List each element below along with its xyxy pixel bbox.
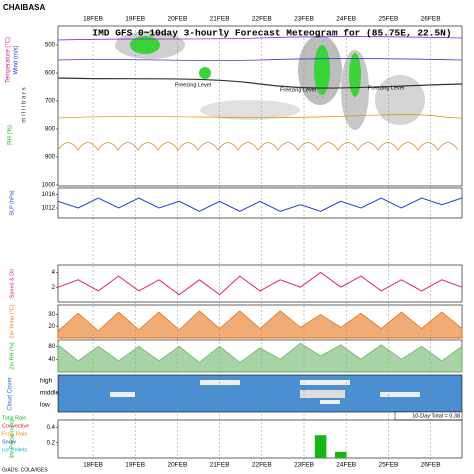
station-name: CHAIBASA	[3, 3, 45, 12]
panel-label: 2m Temp (°C)	[9, 304, 15, 338]
freezing-label: Freezing Level	[280, 87, 316, 93]
date-label: 21FEB	[210, 16, 230, 23]
panel-frame	[57, 419, 463, 459]
panel-label: 3hr Precip (mm)	[9, 419, 15, 459]
y-tick-label: 900	[45, 155, 56, 161]
y-tick-label: 40	[48, 357, 55, 363]
date-label: 24FEB	[336, 16, 356, 23]
y-tick-label: 30	[48, 312, 55, 318]
bar	[335, 451, 347, 458]
cloud-row: middle	[40, 390, 60, 397]
date-label: 25FEB	[378, 16, 398, 23]
wind-label: Wind (m/s)	[14, 46, 20, 75]
date-label: 18FEB	[83, 462, 103, 469]
y-tick-label: 800	[45, 127, 56, 133]
y-tick-label: 600	[45, 71, 56, 77]
cloud-row: high	[40, 378, 53, 385]
credit: GrADS: COLA/IGES	[2, 467, 48, 473]
date-label: 22FEB	[252, 16, 272, 23]
date-label: 20FEB	[167, 462, 187, 469]
pressure-label: m i l l i b a r s	[22, 87, 28, 122]
y-tick-label: 1000	[42, 183, 56, 189]
panel-label: Speed & Dir	[9, 269, 15, 299]
y-tick-label: 4	[52, 270, 56, 276]
rh-label: RH (%)	[8, 125, 14, 145]
legend-entry: Frzg. Rain	[2, 431, 27, 437]
date-label: 19FEB	[125, 16, 145, 23]
date-label: 23FEB	[294, 16, 314, 23]
y-tick-label: 1016	[42, 192, 56, 198]
legend-entry: Ice Pellets	[2, 447, 28, 453]
date-label: 26FEB	[421, 16, 441, 23]
freezing-label: Freezing Level	[175, 82, 211, 88]
line	[57, 197, 463, 212]
y-tick-label: 1012	[42, 206, 56, 212]
y-tick-label: 0.4	[47, 425, 56, 431]
date-label: 18FEB	[83, 16, 103, 23]
cloud-row: low	[40, 402, 50, 409]
temperature-label: Temperature (°C)	[6, 37, 12, 83]
panel-label: 2m RH (%)	[9, 342, 15, 369]
cloud-panel	[57, 374, 463, 421]
legend-entry: Convective	[2, 423, 29, 429]
y-tick-label: 20	[48, 324, 55, 330]
freezing-label: Freezing Level	[368, 85, 404, 91]
y-tick-label: 80	[48, 344, 55, 350]
date-label: 20FEB	[167, 16, 187, 23]
bar	[314, 435, 327, 458]
date-label: 19FEB	[125, 462, 145, 469]
date-label: 21FEB	[210, 462, 230, 469]
upper-air-decoration	[57, 25, 463, 187]
y-tick-label: 2	[52, 285, 56, 291]
date-label: 24FEB	[336, 462, 356, 469]
date-label: 23FEB	[294, 462, 314, 469]
area	[57, 342, 463, 373]
y-tick-label: 700	[45, 99, 56, 105]
chart-title: IMD GFS 0~10day 3-hourly Forecast Meteog…	[92, 28, 451, 39]
date-label: 25FEB	[378, 462, 398, 469]
cloud-label: Cloud Cover	[8, 377, 14, 410]
panel-label: SLP (hPa)	[9, 190, 15, 215]
precip-total: 10-Day Total = 0.38	[412, 413, 460, 419]
panel-frame	[57, 264, 463, 303]
y-tick-label: 0.2	[47, 440, 56, 446]
y-tick-label: 500	[45, 43, 56, 49]
date-label: 26FEB	[421, 462, 441, 469]
date-label: 22FEB	[252, 462, 272, 469]
line	[57, 271, 463, 296]
panel-frame	[57, 187, 463, 219]
legend-entry: Total Rain	[2, 415, 26, 421]
legend-entry: Snow	[2, 439, 16, 445]
area	[57, 310, 463, 339]
